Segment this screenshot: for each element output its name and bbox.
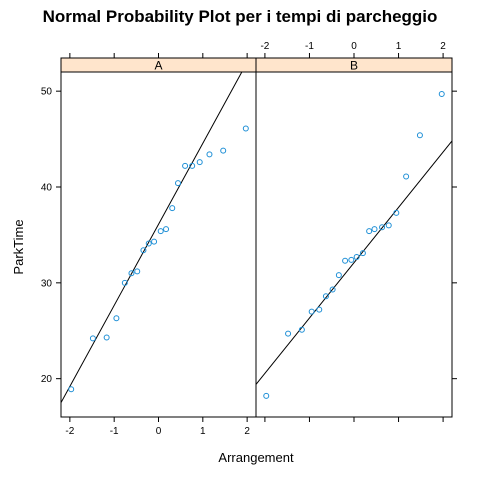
data-point-B-8 bbox=[335, 272, 342, 279]
data-point-A-2 bbox=[89, 335, 96, 342]
data-point-B-4 bbox=[308, 308, 315, 315]
x-axis-label: Arrangement bbox=[218, 450, 294, 465]
x-tick-label: 1 bbox=[200, 426, 206, 437]
data-point-B-5 bbox=[316, 306, 323, 313]
axes: -2 -1 0 1 2 -2 -1 0 1 2 20 30 40 50 bbox=[41, 41, 457, 437]
x-tick-label: 2 bbox=[244, 426, 250, 437]
data-point-B-14 bbox=[371, 226, 378, 233]
data-point-A-3 bbox=[103, 334, 110, 341]
strip-label-B: B bbox=[350, 59, 358, 73]
x-tick-label: 1 bbox=[396, 41, 402, 52]
data-point-A-6 bbox=[128, 270, 135, 277]
panel-frame-A bbox=[60, 71, 257, 418]
data-point-B-9 bbox=[342, 257, 349, 264]
x-tick-label: -1 bbox=[110, 426, 119, 437]
data-point-A-18 bbox=[206, 151, 213, 158]
data-point-A-9 bbox=[145, 240, 152, 247]
data-point-B-19 bbox=[416, 132, 423, 139]
data-point-A-20 bbox=[242, 125, 249, 132]
data-point-B-12 bbox=[359, 250, 366, 257]
x-tick-label: -1 bbox=[305, 41, 314, 52]
y-axis-label: ParkTime bbox=[11, 219, 26, 274]
data-point-B-20 bbox=[438, 91, 445, 98]
data-point-B-16 bbox=[385, 222, 392, 229]
panel-A: A bbox=[60, 57, 257, 418]
data-point-B-1 bbox=[263, 392, 270, 399]
data-point-A-19 bbox=[220, 147, 227, 154]
chart-title: Normal Probability Plot per i tempi di p… bbox=[43, 7, 438, 26]
panel-frame-B bbox=[255, 71, 453, 418]
data-point-A-17 bbox=[196, 159, 203, 166]
data-point-A-7 bbox=[134, 268, 141, 275]
data-point-B-3 bbox=[298, 326, 305, 333]
x-tick-label: 0 bbox=[351, 41, 357, 52]
data-point-B-7 bbox=[329, 286, 336, 293]
x-tick-label: -2 bbox=[65, 426, 74, 437]
data-point-A-4 bbox=[113, 315, 120, 322]
x-tick-label: 0 bbox=[156, 426, 162, 437]
data-point-B-2 bbox=[285, 330, 292, 337]
data-point-B-10 bbox=[348, 256, 355, 263]
x-tick-label: -2 bbox=[260, 41, 269, 52]
data-point-A-13 bbox=[169, 205, 176, 212]
data-point-A-8 bbox=[140, 247, 147, 254]
data-point-B-13 bbox=[366, 228, 373, 235]
data-point-B-11 bbox=[353, 253, 360, 260]
data-point-A-11 bbox=[157, 228, 164, 235]
data-point-A-12 bbox=[163, 226, 170, 233]
data-point-A-16 bbox=[189, 162, 196, 169]
y-tick-label: 30 bbox=[41, 278, 53, 289]
x-tick-label: 2 bbox=[440, 41, 446, 52]
reference-line-A bbox=[61, 72, 243, 403]
reference-line-B bbox=[256, 140, 452, 385]
y-tick-label: 20 bbox=[41, 374, 53, 385]
data-point-B-17 bbox=[393, 209, 400, 216]
y-tick-label: 40 bbox=[41, 183, 53, 194]
data-point-B-18 bbox=[403, 173, 410, 180]
data-point-A-5 bbox=[121, 279, 128, 286]
data-point-B-15 bbox=[379, 224, 386, 231]
data-point-A-15 bbox=[182, 162, 189, 169]
y-tick-label: 50 bbox=[41, 87, 53, 98]
data-point-A-10 bbox=[151, 238, 158, 245]
data-point-A-1 bbox=[68, 386, 75, 393]
data-point-A-14 bbox=[175, 180, 181, 187]
data-point-B-6 bbox=[322, 293, 329, 300]
panel-B: B bbox=[255, 57, 453, 418]
strip-label-A: A bbox=[154, 59, 162, 73]
